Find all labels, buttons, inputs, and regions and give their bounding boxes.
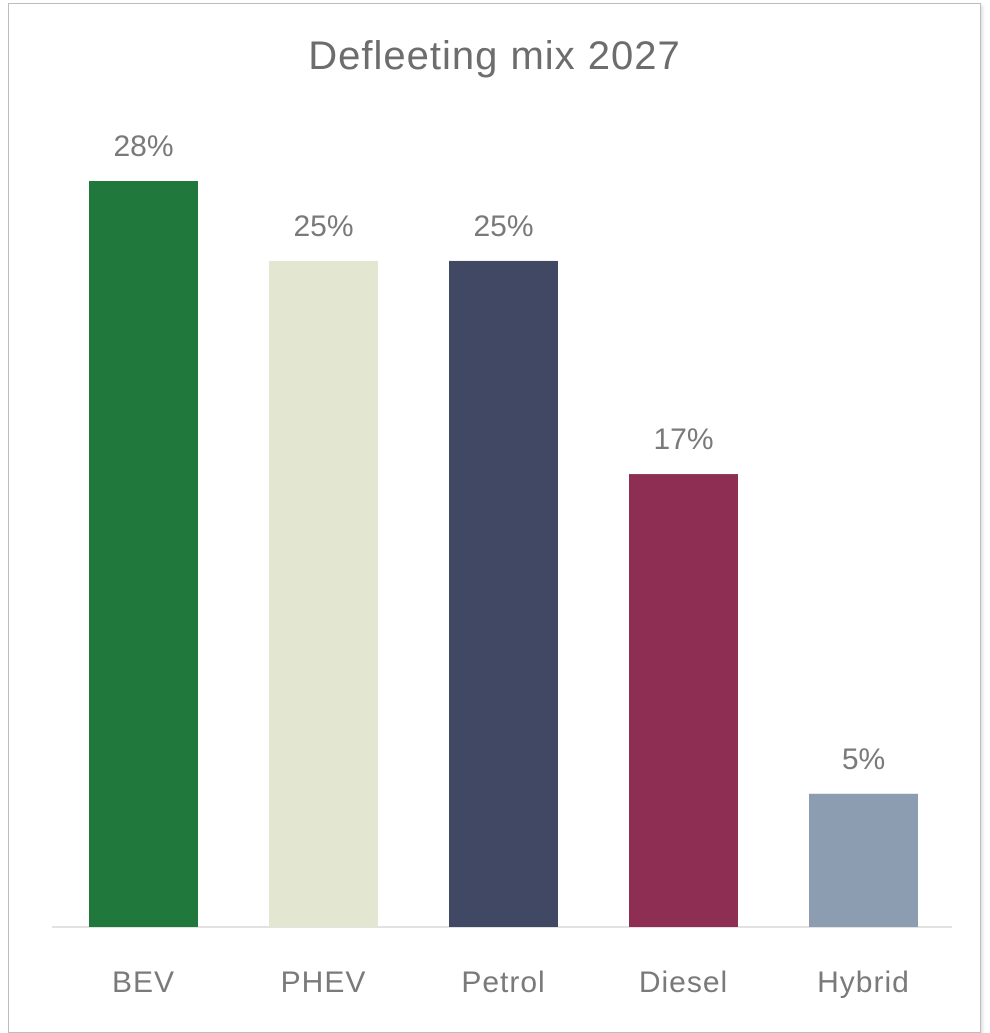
bar-petrol (449, 260, 558, 927)
data-label-petrol: 25% (473, 210, 533, 243)
data-label-bev: 28% (113, 130, 173, 163)
bar-phev (269, 260, 378, 927)
bar-hybrid (809, 793, 918, 927)
x-tick-label-petrol: Petrol (461, 966, 545, 999)
data-label-hybrid: 5% (842, 743, 885, 776)
x-tick-label-phev: PHEV (281, 966, 367, 999)
data-label-phev: 25% (293, 210, 353, 243)
bar-diesel (629, 474, 738, 927)
bar-bev (89, 181, 198, 927)
x-tick-label-diesel: Diesel (639, 966, 728, 999)
x-tick-label-bev: BEV (112, 966, 175, 999)
x-tick-label-hybrid: Hybrid (817, 966, 910, 999)
chart-title: Defleeting mix 2027 (308, 34, 681, 78)
data-label-diesel: 17% (653, 423, 713, 456)
